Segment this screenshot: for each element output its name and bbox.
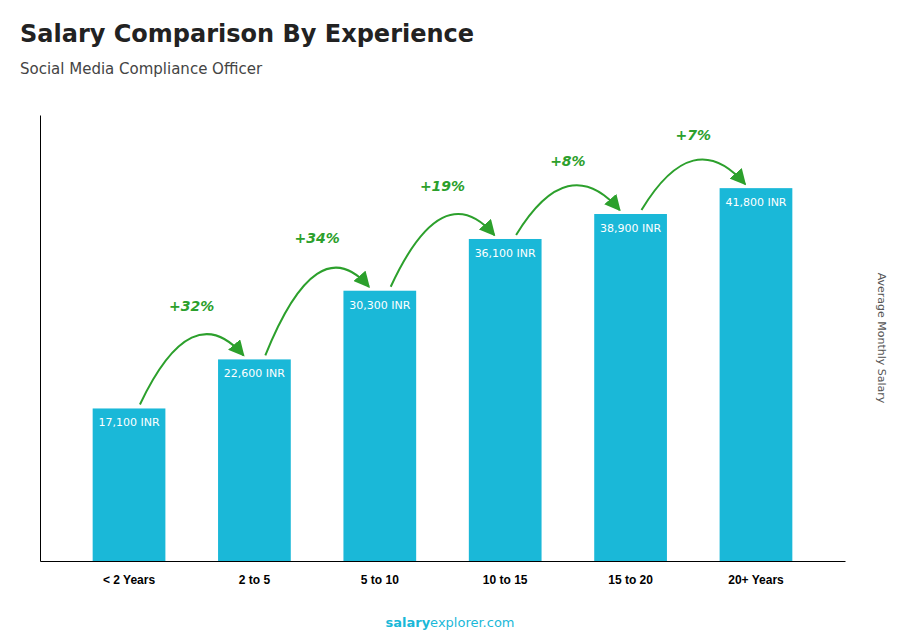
x-tick-label: 2 to 5 xyxy=(239,573,271,587)
data-label: 30,300 INR xyxy=(349,299,410,312)
bar xyxy=(720,188,793,561)
data-labels: 17,100 INR 22,600 INR 30,300 INR 36,100 INR… xyxy=(98,196,786,429)
x-tick: 2 to 5 xyxy=(239,573,271,587)
change-arrow xyxy=(265,268,369,356)
x-tick-label: 15 to 20 xyxy=(608,573,653,587)
change-label: +32% xyxy=(169,298,214,314)
x-tick: 10 to 15 xyxy=(483,573,528,587)
data-label: 38,900 INR xyxy=(600,222,661,235)
bar xyxy=(594,214,667,561)
bar xyxy=(343,291,416,561)
x-tick: 20+ Years xyxy=(728,573,784,587)
y-axis-title: Average Monthly Salary xyxy=(875,273,888,404)
watermark-part: explorer.com xyxy=(430,615,514,630)
bar xyxy=(218,359,291,561)
change-label: +34% xyxy=(294,230,339,246)
x-tick-label: < 2 Years xyxy=(103,573,155,587)
change-arrow xyxy=(516,185,620,235)
x-axis: < 2 Years 2 to 5 5 to 10 10 to 15 15 to 20 20… xyxy=(41,562,846,588)
x-tick: 5 to 10 xyxy=(361,573,399,587)
x-axis-line xyxy=(41,561,846,562)
change-annotations: +32% +34% +19% +8% +7% xyxy=(140,127,745,404)
data-label: 41,800 INR xyxy=(725,196,786,209)
x-tick-label: 20+ Years xyxy=(728,573,784,587)
bar xyxy=(469,239,542,561)
data-label: 17,100 INR xyxy=(98,416,159,429)
title: Salary Comparison By Experience xyxy=(20,20,474,48)
data-label: 36,100 INR xyxy=(475,247,536,260)
change-arrow xyxy=(140,334,244,404)
x-tick: < 2 Years xyxy=(103,573,155,587)
y-axis-line xyxy=(40,116,41,562)
x-tick-label: 5 to 10 xyxy=(361,573,399,587)
watermark: salaryexplorer.com xyxy=(385,615,514,630)
bars xyxy=(93,188,793,561)
x-tick: 15 to 20 xyxy=(608,573,653,587)
chart: Salary Comparison By Experience Social Me… xyxy=(0,0,900,641)
x-tick-label: 10 to 15 xyxy=(483,573,528,587)
plot-area: < 2 Years 2 to 5 5 to 10 10 to 15 15 to 20 20… xyxy=(41,116,846,588)
change-label: +8% xyxy=(550,153,586,169)
change-label: +19% xyxy=(420,178,465,194)
data-label: 22,600 INR xyxy=(224,367,285,380)
watermark-part: salary xyxy=(385,615,430,630)
change-arrow xyxy=(641,159,745,210)
bar xyxy=(93,408,166,561)
y-axis xyxy=(40,116,41,562)
change-arrow xyxy=(391,214,495,287)
change-label: +7% xyxy=(676,127,712,143)
subtitle: Social Media Compliance Officer xyxy=(20,60,263,78)
